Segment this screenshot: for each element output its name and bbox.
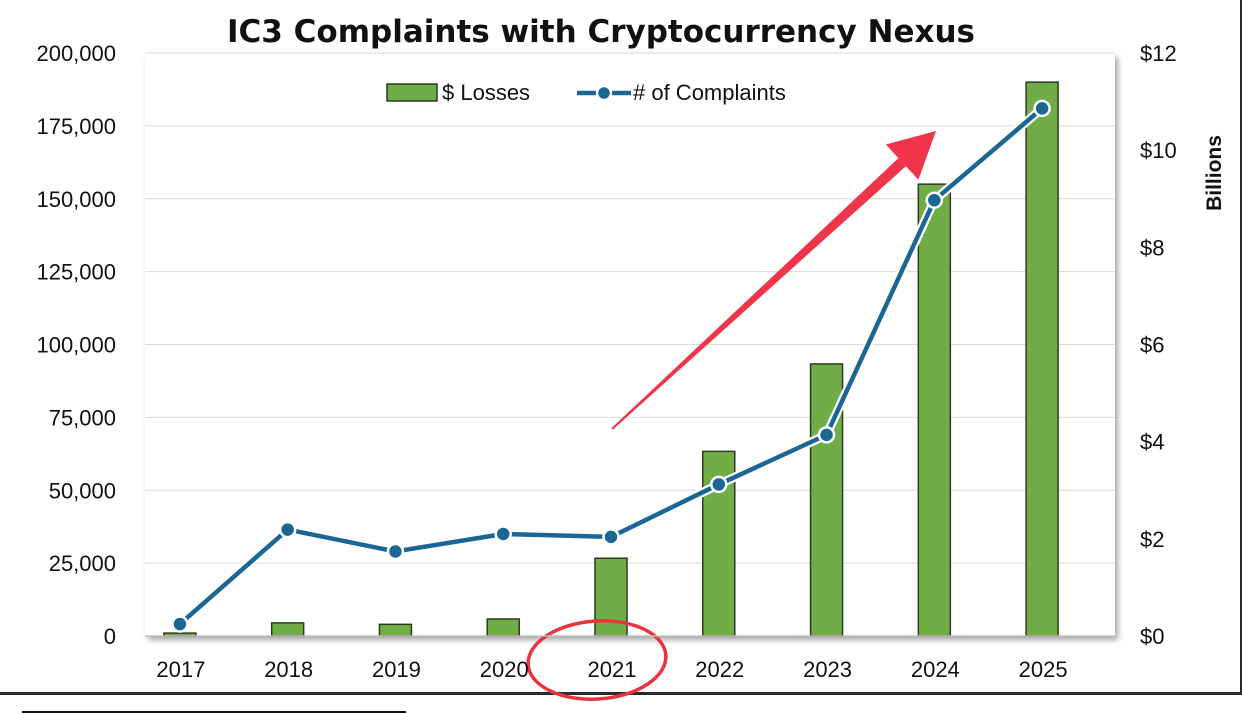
point-2022 [710,475,728,494]
x-tick-label: 2025 [1019,657,1068,682]
point-2023 [817,426,836,444]
annotations [526,131,936,701]
y-left-tick-label: 150,000 [36,187,116,212]
y-right-tick-label: $10 [1140,138,1177,163]
y-right-tick-label: $0 [1140,624,1164,649]
trend-arrow-shaft [611,158,906,430]
line-series [171,99,1051,633]
footnote-rule [22,711,406,713]
bar-2025 [1025,81,1059,637]
bar-2024 [917,183,952,637]
x-tick-label: 2024 [911,657,960,682]
point-2017 [171,615,189,633]
x-tick-label: 2020 [480,657,529,682]
axes: 0 25,000 50,000 75,000 100,000 125,000 150,000… [36,41,1226,682]
y-right-tick-label: $12 [1140,41,1177,66]
y-left-tick-label: 25,000 [49,551,116,576]
y-right-tick-label: $2 [1140,527,1164,552]
y-right-tick-label: $8 [1140,235,1164,260]
chart-title: IC3 Complaints with Cryptocurrency Nexus [227,14,975,50]
point-2018 [278,520,297,539]
bar-2020 [486,618,520,637]
y-left-tick-label: 200,000 [36,41,116,66]
highlight-ellipse-2021 [526,619,668,701]
y-left-tick-label: 100,000 [36,333,116,358]
y-right-tick-label: $4 [1140,430,1164,455]
x-tick-label: 2017 [156,657,205,682]
legend-label-complaints: # of Complaints [633,80,786,105]
y-right-axis-title: Billions [1203,135,1226,211]
bar-2021 [594,557,628,637]
y-left-tick-label: 0 [104,624,116,649]
legend-label-losses: $ Losses [442,80,530,105]
x-tick-label: 2022 [695,657,744,682]
point-2019 [386,542,405,561]
x-tick-label: 2023 [803,657,852,682]
point-2024 [925,191,944,209]
bar-series [163,81,1059,637]
x-tick-label: 2018 [264,657,313,682]
y-left-tick-label: 175,000 [36,114,116,139]
legend-swatch-losses [386,83,438,102]
point-2021 [602,528,620,546]
point-2020 [494,525,512,543]
trend-arrow-head [885,131,936,180]
point-2025 [1033,99,1051,118]
x-tick-label: 2021 [588,657,637,682]
legend-swatch-marker [595,84,613,102]
y-left-tick-label: 125,000 [36,260,116,285]
y-left-tick-label: 50,000 [49,478,116,503]
y-right-tick-label: $6 [1140,333,1164,358]
legend: $ Losses # of Complaints [386,80,786,105]
gridlines [145,52,1115,564]
bar-2019 [378,623,413,637]
y-left-tick-label: 75,000 [49,405,116,430]
x-tick-label: 2019 [372,657,421,682]
bar-2018 [270,622,305,637]
